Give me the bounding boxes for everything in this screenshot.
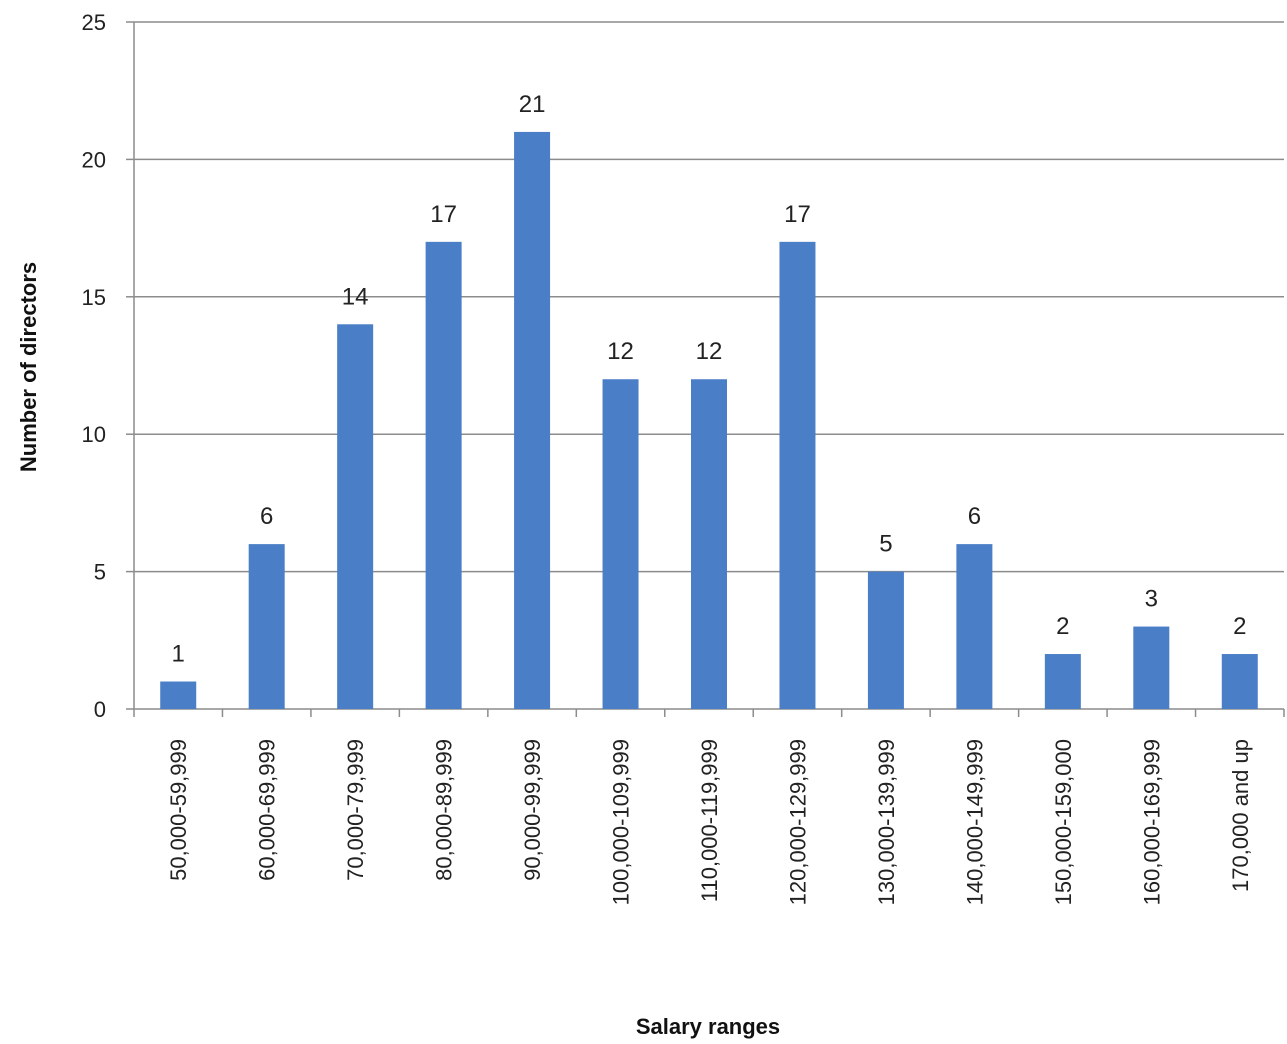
y-tick-label: 10 [82,422,106,447]
data-label: 12 [696,338,723,365]
x-axis-tick-labels: 50,000-59,999 60,000-69,999 70,000-79,999 8… [166,739,1253,905]
bar [1133,626,1170,709]
bar [160,681,197,709]
data-label: 17 [784,201,811,228]
x-tick-label: 120,000-129,999 [785,739,810,905]
data-label: 1 [172,641,185,668]
data-label: 6 [260,503,273,530]
x-tick-label: 80,000-89,999 [432,739,457,881]
x-tick-label: 140,000-149,999 [962,739,987,905]
x-tick-label: 110,000-119,999 [697,739,722,902]
x-axis-title: Salary ranges [636,1014,780,1039]
y-tick-label: 20 [82,147,106,172]
data-label: 14 [342,283,369,310]
bars [160,131,1258,710]
data-label: 3 [1145,586,1158,613]
x-tick-label: 50,000-59,999 [166,739,191,881]
x-tick-label: 130,000-139,999 [874,739,899,905]
bar [337,324,374,709]
bar [425,241,462,709]
y-tick-label: 0 [94,697,106,722]
data-labels: 1 6 14 17 21 12 12 17 5 6 2 3 2 [172,91,1247,668]
data-label: 2 [1056,613,1069,640]
bar [779,241,816,709]
y-tick-label: 15 [82,285,106,310]
x-tick-label: 170,000 and up [1228,739,1253,892]
bar [691,379,727,709]
y-tick-label: 25 [82,10,106,35]
bar [956,544,993,709]
y-axis-tick-labels: 0 5 10 15 20 25 [82,10,106,722]
x-tick-label: 90,000-99,999 [520,739,545,881]
data-label: 17 [430,201,457,228]
data-label: 5 [879,531,892,558]
data-label: 12 [607,338,634,365]
bar [602,379,639,709]
bar [248,544,285,709]
x-tick-label: 150,000-159,000 [1051,739,1076,905]
bar [1221,654,1258,709]
bar [1044,654,1081,709]
gridlines [134,21,1284,573]
data-label: 2 [1233,613,1246,640]
data-label: 6 [968,503,981,530]
x-tick-label: 160,000-169,999 [1139,739,1164,905]
y-tick-label: 5 [94,560,106,585]
x-tick-label: 70,000-79,999 [343,739,368,881]
bar [514,131,551,710]
bar [867,571,904,709]
y-axis-title: Number of directors [16,262,41,472]
data-label: 21 [519,91,546,118]
x-tick-label: 100,000-109,999 [609,739,634,905]
x-tick-label: 60,000-69,999 [255,739,280,881]
